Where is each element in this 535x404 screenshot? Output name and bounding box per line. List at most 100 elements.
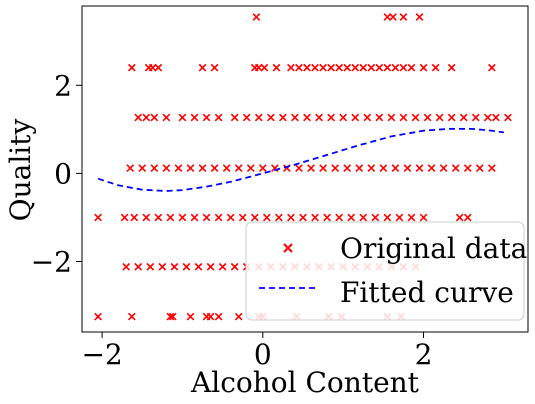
y-axis-label: Quality <box>4 118 37 221</box>
data-point <box>162 164 171 172</box>
data-point <box>250 213 259 222</box>
data-point <box>252 13 261 21</box>
data-point <box>150 113 159 122</box>
data-point <box>148 63 157 72</box>
data-point <box>166 213 175 222</box>
data-point <box>447 113 456 122</box>
data-point <box>190 113 199 122</box>
data-point <box>291 113 299 122</box>
data-point <box>311 213 319 222</box>
x-tick-label: −2 <box>81 338 122 371</box>
data-point <box>407 213 416 222</box>
data-point <box>202 113 211 122</box>
data-point <box>206 312 215 321</box>
data-point <box>463 164 472 172</box>
data-point <box>246 164 255 172</box>
data-point <box>158 262 167 271</box>
data-point <box>423 113 432 122</box>
data-point <box>150 164 159 172</box>
data-point <box>383 13 392 21</box>
data-point <box>383 63 392 72</box>
data-point <box>260 63 269 72</box>
data-point <box>287 63 295 72</box>
legend-box <box>245 221 525 321</box>
data-point <box>127 63 136 72</box>
data-point <box>279 113 287 122</box>
data-point <box>295 164 303 172</box>
data-point <box>120 213 129 222</box>
data-point <box>395 213 404 222</box>
data-point <box>359 63 368 72</box>
data-point <box>198 164 207 172</box>
y-tick-label: −2 <box>31 246 72 279</box>
data-point <box>299 213 307 222</box>
y-tick-label: 2 <box>54 69 72 102</box>
legend-label-original: Original data <box>340 232 527 265</box>
data-point <box>347 213 356 222</box>
data-point <box>487 164 496 172</box>
data-point <box>174 164 183 172</box>
data-point <box>427 164 436 172</box>
data-point <box>198 63 207 72</box>
data-point <box>130 213 139 222</box>
data-point <box>138 164 147 172</box>
data-point <box>399 13 408 21</box>
data-point <box>168 312 177 321</box>
data-point <box>146 262 155 271</box>
data-point <box>451 164 460 172</box>
data-point <box>242 113 251 122</box>
data-point <box>295 63 303 72</box>
data-point <box>399 113 408 122</box>
data-point <box>206 262 215 271</box>
data-point <box>142 113 151 122</box>
x-tick-label: 2 <box>415 338 433 371</box>
data-point <box>262 213 271 222</box>
data-point <box>202 213 211 222</box>
data-point <box>387 113 396 122</box>
x-axis-label: Alcohol Content <box>190 366 420 399</box>
data-point <box>303 113 311 122</box>
data-point <box>327 63 335 72</box>
data-point <box>447 63 456 72</box>
data-point <box>351 113 360 122</box>
data-point <box>319 164 327 172</box>
data-point <box>379 164 388 172</box>
legend-label-fitted: Fitted curve <box>340 276 514 309</box>
data-point <box>371 213 380 222</box>
data-point <box>210 164 219 172</box>
data-point <box>335 213 344 222</box>
data-point <box>315 113 323 122</box>
data-point <box>351 63 360 72</box>
data-point <box>415 164 424 172</box>
data-point <box>154 213 163 222</box>
plot-border <box>81 5 529 333</box>
data-point <box>134 262 143 271</box>
data-point <box>230 113 239 122</box>
data-point <box>339 113 348 122</box>
data-point <box>186 312 195 321</box>
data-point <box>459 113 468 122</box>
data-point <box>403 164 412 172</box>
data-point <box>415 13 424 21</box>
data-point <box>375 113 384 122</box>
data-point <box>491 113 500 122</box>
data-point <box>389 13 397 21</box>
data-point <box>170 262 179 271</box>
data-point <box>234 164 243 172</box>
data-point <box>463 213 472 222</box>
data-point <box>238 213 247 222</box>
data-point <box>431 63 440 72</box>
data-point <box>343 63 352 72</box>
data-point <box>214 213 223 222</box>
data-point <box>455 213 464 222</box>
data-point <box>307 164 315 172</box>
data-point <box>94 312 102 321</box>
data-point <box>222 164 231 172</box>
data-point <box>359 213 368 222</box>
data-point <box>254 113 263 122</box>
data-point <box>419 213 428 222</box>
data-point <box>367 164 376 172</box>
data-point <box>399 63 408 72</box>
data-point <box>214 113 223 122</box>
data-point <box>331 164 340 172</box>
